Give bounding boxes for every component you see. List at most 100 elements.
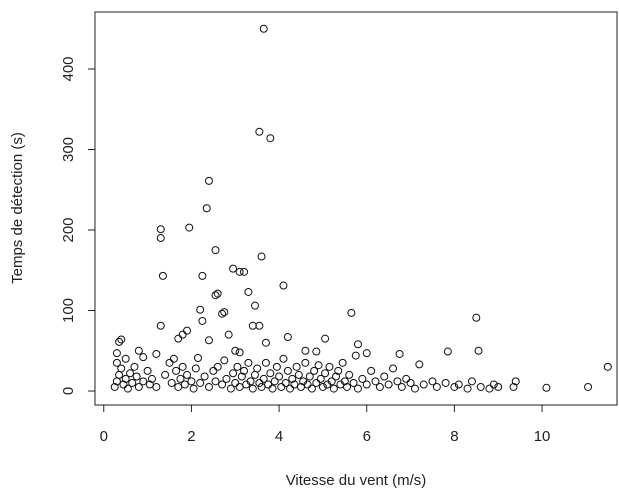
point <box>126 369 135 378</box>
point <box>270 377 279 386</box>
point <box>143 366 152 375</box>
point <box>542 383 551 392</box>
point <box>123 384 132 393</box>
point <box>384 380 393 389</box>
point <box>261 358 270 367</box>
point <box>443 347 452 356</box>
point <box>353 340 362 349</box>
point <box>312 347 321 356</box>
point <box>283 333 292 342</box>
point <box>268 384 277 393</box>
point <box>213 289 222 298</box>
point <box>189 384 198 393</box>
point <box>211 377 220 386</box>
point <box>292 362 301 371</box>
point <box>325 362 334 371</box>
point <box>218 309 227 318</box>
point <box>321 334 330 343</box>
point <box>134 382 143 391</box>
point <box>231 378 240 387</box>
point <box>312 378 321 387</box>
point <box>152 382 161 391</box>
point <box>301 346 310 355</box>
point <box>112 349 121 358</box>
point <box>272 362 281 371</box>
point <box>250 301 259 310</box>
point <box>161 370 170 379</box>
point <box>253 364 262 373</box>
x-tick-label: 4 <box>275 428 283 445</box>
point <box>158 271 167 280</box>
y-tick-label: 300 <box>60 137 77 162</box>
point <box>229 264 238 273</box>
point <box>218 380 227 389</box>
point <box>351 351 360 360</box>
point <box>211 246 220 255</box>
point <box>345 370 354 379</box>
point <box>419 380 428 389</box>
point <box>266 369 275 378</box>
point <box>174 334 183 343</box>
point <box>169 354 178 363</box>
point <box>432 382 441 391</box>
point <box>375 382 384 391</box>
plot-box <box>94 11 618 406</box>
point <box>489 380 498 389</box>
point <box>139 377 148 386</box>
point <box>229 369 238 378</box>
point <box>110 382 119 391</box>
point <box>224 330 233 339</box>
point <box>191 364 200 373</box>
point <box>220 356 229 365</box>
x-tick-label: 6 <box>363 428 371 445</box>
point <box>340 377 349 386</box>
point <box>257 252 266 261</box>
point <box>211 291 220 300</box>
point <box>231 346 240 355</box>
point <box>117 364 126 373</box>
point <box>235 348 244 357</box>
point <box>314 361 323 370</box>
point <box>196 305 205 314</box>
point <box>318 382 327 391</box>
point <box>338 358 347 367</box>
point <box>395 349 404 358</box>
x-axis-label: Vitesse du vent (m/s) <box>286 472 427 489</box>
point <box>362 380 371 389</box>
point <box>334 366 343 375</box>
point <box>156 234 165 243</box>
point <box>367 366 376 375</box>
point <box>261 338 270 347</box>
point <box>476 382 485 391</box>
point <box>176 374 185 383</box>
point <box>248 321 257 330</box>
y-axis-label: Temps de détection (s) <box>9 132 26 284</box>
y-tick-label: 0 <box>60 387 77 395</box>
point <box>353 384 362 393</box>
point <box>222 374 231 383</box>
point <box>275 372 284 381</box>
point <box>183 370 192 379</box>
point <box>248 384 257 393</box>
point <box>441 378 450 387</box>
point <box>213 362 222 371</box>
point <box>450 382 459 391</box>
point <box>178 362 187 371</box>
point <box>180 380 189 389</box>
point <box>204 382 213 391</box>
point <box>494 382 503 391</box>
point <box>147 374 156 383</box>
point <box>393 377 402 386</box>
point <box>220 308 229 317</box>
point <box>347 308 356 317</box>
point <box>358 374 367 383</box>
point <box>240 366 249 375</box>
point <box>235 267 244 276</box>
point <box>264 380 273 389</box>
point <box>112 358 121 367</box>
point <box>286 384 295 393</box>
point <box>209 366 218 375</box>
point <box>584 382 593 391</box>
point <box>167 378 176 387</box>
point <box>117 335 126 344</box>
